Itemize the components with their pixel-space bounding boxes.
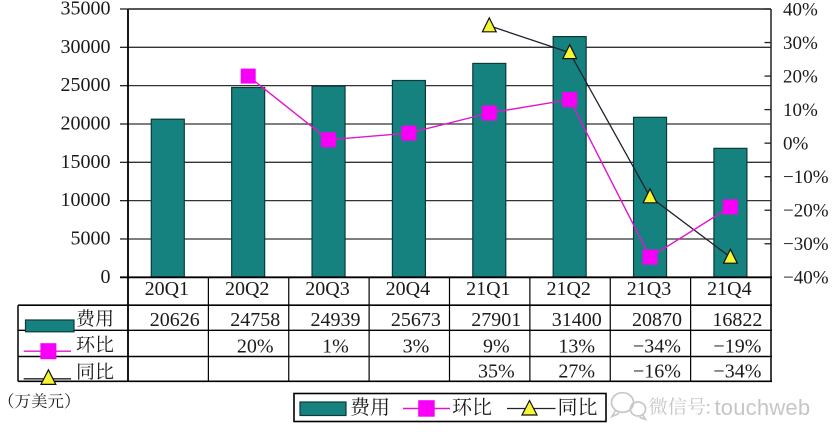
svg-text:−34%: −34%: [713, 361, 761, 383]
svg-text:20000: 20000: [61, 113, 111, 135]
svg-text:24939: 24939: [311, 309, 361, 331]
svg-text:35%: 35%: [478, 361, 515, 383]
svg-text:0: 0: [101, 266, 111, 288]
svg-text:−30%: −30%: [783, 234, 829, 255]
svg-text:20870: 20870: [632, 309, 682, 331]
svg-text:21Q4: 21Q4: [707, 278, 751, 300]
svg-text:20Q2: 20Q2: [225, 278, 269, 300]
svg-text:0%: 0%: [783, 134, 809, 155]
svg-text:−40%: −40%: [783, 268, 829, 289]
svg-text:20%: 20%: [237, 336, 274, 358]
svg-text:27901: 27901: [471, 309, 521, 331]
svg-text:40%: 40%: [783, 0, 818, 20]
svg-text:21Q3: 21Q3: [627, 278, 671, 300]
svg-text:30000: 30000: [61, 36, 111, 58]
svg-text:16822: 16822: [712, 309, 762, 331]
svg-text:1%: 1%: [322, 336, 349, 358]
svg-text:13%: 13%: [558, 336, 595, 358]
svg-text:10%: 10%: [783, 100, 818, 121]
svg-text:15000: 15000: [61, 151, 111, 173]
svg-text:9%: 9%: [483, 336, 510, 358]
svg-text:−19%: −19%: [713, 336, 761, 358]
svg-text:35000: 35000: [61, 0, 111, 20]
svg-text:touchweb: touchweb: [715, 395, 811, 420]
svg-text:−20%: −20%: [783, 201, 829, 222]
svg-text:31400: 31400: [552, 309, 602, 331]
svg-text:10000: 10000: [61, 189, 111, 211]
svg-text:21Q2: 21Q2: [546, 278, 590, 300]
svg-text:24758: 24758: [230, 309, 280, 331]
svg-text:−34%: −34%: [633, 336, 681, 358]
svg-text:3%: 3%: [403, 336, 430, 358]
svg-text:25000: 25000: [61, 74, 111, 96]
svg-text:30%: 30%: [783, 33, 818, 54]
svg-text:27%: 27%: [558, 361, 595, 383]
svg-text:20626: 20626: [150, 309, 200, 331]
svg-text:20Q1: 20Q1: [145, 278, 189, 300]
svg-text:20Q3: 20Q3: [305, 278, 349, 300]
svg-text:−10%: −10%: [783, 167, 829, 188]
svg-text:−16%: −16%: [633, 361, 681, 383]
svg-text:21Q1: 21Q1: [466, 278, 510, 300]
svg-text:25673: 25673: [391, 309, 441, 331]
svg-text:20%: 20%: [783, 66, 818, 87]
svg-text:5000: 5000: [71, 228, 111, 250]
svg-text:20Q4: 20Q4: [386, 278, 430, 300]
